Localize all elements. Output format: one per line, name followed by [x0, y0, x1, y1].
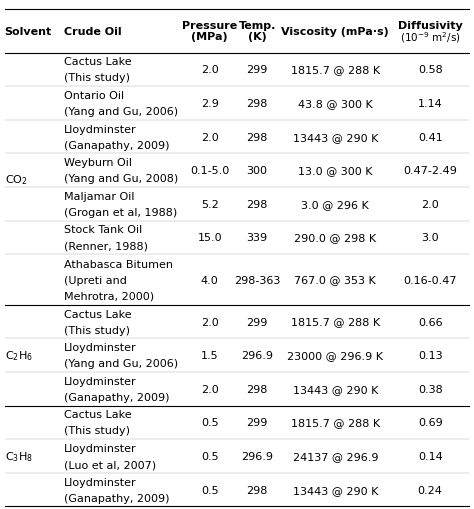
Text: 2.9: 2.9	[201, 99, 219, 109]
Text: Viscosity (mPa·s): Viscosity (mPa·s)	[282, 27, 389, 37]
Text: CO$_2$: CO$_2$	[5, 173, 27, 186]
Text: Crude Oil: Crude Oil	[64, 27, 122, 37]
Text: (This study): (This study)	[64, 426, 130, 436]
Text: 298: 298	[246, 200, 268, 209]
Text: Lloydminster: Lloydminster	[64, 477, 137, 487]
Text: Lloydminster: Lloydminster	[64, 443, 137, 453]
Text: 767.0 @ 353 K: 767.0 @ 353 K	[294, 275, 376, 285]
Text: 24137 @ 296.9: 24137 @ 296.9	[292, 451, 378, 461]
Text: (Yang and Gu, 2006): (Yang and Gu, 2006)	[64, 358, 178, 369]
Text: 0.66: 0.66	[418, 317, 442, 327]
Text: C$_3$H$_8$: C$_3$H$_8$	[5, 449, 33, 463]
Text: Weyburn Oil: Weyburn Oil	[64, 158, 132, 168]
Text: (Ganapathy, 2009): (Ganapathy, 2009)	[64, 140, 170, 150]
Text: 0.5: 0.5	[201, 417, 219, 428]
Text: 298: 298	[246, 384, 268, 394]
Text: 298: 298	[246, 132, 268, 143]
Text: Cactus Lake: Cactus Lake	[64, 58, 132, 67]
Text: 0.13: 0.13	[418, 351, 442, 360]
Text: (Upreti and: (Upreti and	[64, 275, 127, 285]
Text: Lloydminster: Lloydminster	[64, 124, 137, 134]
Text: Lloydminster: Lloydminster	[64, 376, 137, 386]
Text: (Yang and Gu, 2008): (Yang and Gu, 2008)	[64, 174, 178, 184]
Text: 43.8 @ 300 K: 43.8 @ 300 K	[298, 99, 373, 109]
Text: 1815.7 @ 288 K: 1815.7 @ 288 K	[291, 65, 380, 75]
Text: Ontario Oil: Ontario Oil	[64, 91, 124, 101]
Text: 298: 298	[246, 99, 268, 109]
Text: 1.5: 1.5	[201, 351, 219, 360]
Text: 13443 @ 290 K: 13443 @ 290 K	[292, 384, 378, 394]
Text: (Grogan et al, 1988): (Grogan et al, 1988)	[64, 208, 177, 217]
Text: 0.5: 0.5	[201, 451, 219, 461]
Text: Solvent: Solvent	[5, 27, 52, 37]
Text: (Ganapathy, 2009): (Ganapathy, 2009)	[64, 493, 170, 502]
Text: 3.0 @ 296 K: 3.0 @ 296 K	[301, 200, 369, 209]
Text: 296.9: 296.9	[241, 451, 273, 461]
Text: 13443 @ 290 K: 13443 @ 290 K	[292, 485, 378, 495]
Text: (Ganapathy, 2009): (Ganapathy, 2009)	[64, 392, 170, 402]
Text: 296.9: 296.9	[241, 351, 273, 360]
Text: 299: 299	[246, 417, 268, 428]
Text: Temp.: Temp.	[238, 21, 276, 31]
Text: Athabasca Bitumen: Athabasca Bitumen	[64, 259, 173, 269]
Text: 2.0: 2.0	[201, 317, 219, 327]
Text: 4.0: 4.0	[201, 275, 219, 285]
Text: 299: 299	[246, 317, 268, 327]
Text: 0.38: 0.38	[418, 384, 443, 394]
Text: Lloydminster: Lloydminster	[64, 343, 137, 352]
Text: Cactus Lake: Cactus Lake	[64, 309, 132, 319]
Text: 290.0 @ 298 K: 290.0 @ 298 K	[294, 233, 376, 243]
Text: 13.0 @ 300 K: 13.0 @ 300 K	[298, 166, 373, 176]
Text: Cactus Lake: Cactus Lake	[64, 410, 132, 419]
Text: 1815.7 @ 288 K: 1815.7 @ 288 K	[291, 417, 380, 428]
Text: $(10^{-9}\ \mathrm{m}^2/\mathrm{s})$: $(10^{-9}\ \mathrm{m}^2/\mathrm{s})$	[400, 30, 461, 45]
Text: 298: 298	[246, 485, 268, 495]
Text: 23000 @ 296.9 K: 23000 @ 296.9 K	[287, 351, 383, 360]
Text: (MPa): (MPa)	[191, 33, 228, 42]
Text: 339: 339	[246, 233, 268, 243]
Text: 2.0: 2.0	[421, 200, 439, 209]
Text: Mehrotra, 2000): Mehrotra, 2000)	[64, 291, 154, 301]
Text: 0.69: 0.69	[418, 417, 443, 428]
Text: Diffusivity: Diffusivity	[398, 21, 463, 31]
Text: 5.2: 5.2	[201, 200, 219, 209]
Text: (This study): (This study)	[64, 73, 130, 83]
Text: 0.5: 0.5	[201, 485, 219, 495]
Text: (Renner, 1988): (Renner, 1988)	[64, 241, 148, 251]
Text: 13443 @ 290 K: 13443 @ 290 K	[292, 132, 378, 143]
Text: (This study): (This study)	[64, 325, 130, 335]
Text: 2.0: 2.0	[201, 132, 219, 143]
Text: 0.1-5.0: 0.1-5.0	[190, 166, 229, 176]
Text: 299: 299	[246, 65, 268, 75]
Text: 15.0: 15.0	[198, 233, 222, 243]
Text: Maljamar Oil: Maljamar Oil	[64, 191, 135, 202]
Text: 1.14: 1.14	[418, 99, 443, 109]
Text: Stock Tank Oil: Stock Tank Oil	[64, 225, 142, 235]
Text: (Luo et al, 2007): (Luo et al, 2007)	[64, 459, 156, 469]
Text: 0.58: 0.58	[418, 65, 443, 75]
Text: 0.14: 0.14	[418, 451, 443, 461]
Text: 300: 300	[246, 166, 268, 176]
Text: 0.41: 0.41	[418, 132, 443, 143]
Text: Pressure: Pressure	[182, 21, 237, 31]
Text: 2.0: 2.0	[201, 384, 219, 394]
Text: 0.24: 0.24	[418, 485, 443, 495]
Text: 2.0: 2.0	[201, 65, 219, 75]
Text: 0.47-2.49: 0.47-2.49	[403, 166, 457, 176]
Text: 3.0: 3.0	[421, 233, 439, 243]
Text: C$_2$H$_6$: C$_2$H$_6$	[5, 349, 33, 362]
Text: 0.16-0.47: 0.16-0.47	[403, 275, 457, 285]
Text: 298-363: 298-363	[234, 275, 280, 285]
Text: 1815.7 @ 288 K: 1815.7 @ 288 K	[291, 317, 380, 327]
Text: (K): (K)	[248, 33, 266, 42]
Text: (Yang and Gu, 2006): (Yang and Gu, 2006)	[64, 107, 178, 117]
